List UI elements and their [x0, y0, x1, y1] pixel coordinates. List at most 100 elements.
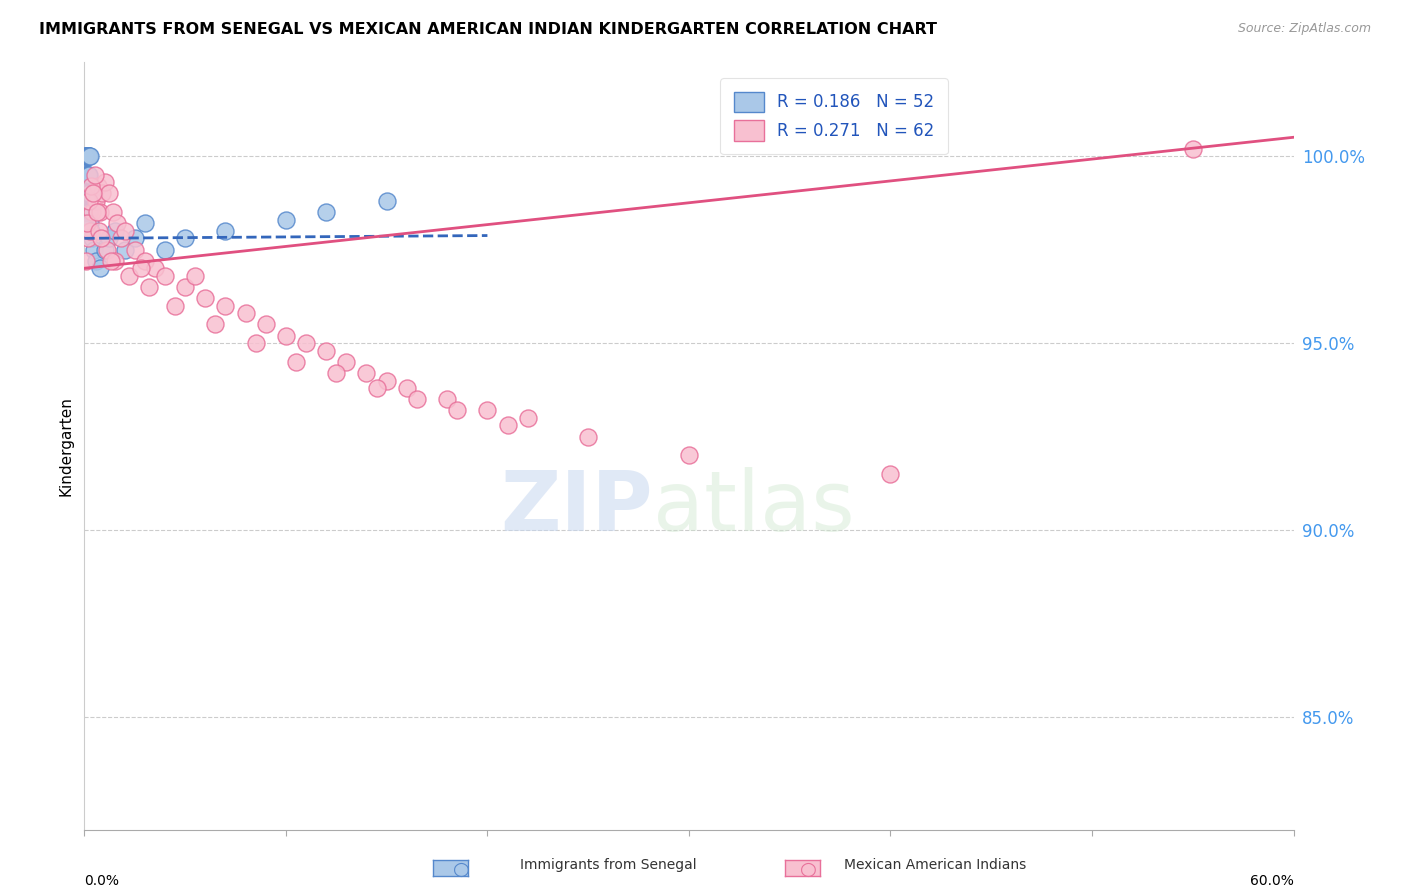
Point [80, 224, 103, 238]
Point [76, 205, 98, 219]
Point [153, 268, 176, 283]
Point [96, 243, 118, 257]
Point [77, 168, 100, 182]
Point [134, 253, 156, 268]
Point [79, 168, 101, 182]
Point [79, 149, 101, 163]
Point [76, 149, 98, 163]
Text: 60.0%: 60.0% [1250, 874, 1294, 888]
Point [76, 216, 98, 230]
Text: ○: ○ [800, 860, 817, 880]
Point [75, 149, 97, 163]
Point [214, 299, 236, 313]
Point [93, 243, 115, 257]
Point [82, 205, 104, 219]
Point [77, 186, 100, 201]
Point [87, 178, 110, 193]
Point [174, 280, 197, 294]
Point [90, 231, 112, 245]
Point [75, 186, 97, 201]
Point [76, 168, 98, 182]
Point [83, 243, 105, 257]
Point [274, 328, 297, 343]
Point [75, 149, 97, 163]
Point [214, 224, 236, 238]
Point [77, 168, 100, 182]
Point [82, 231, 104, 245]
Point [76, 149, 98, 163]
Point [678, 448, 700, 462]
Point [114, 224, 136, 238]
Point [245, 336, 267, 351]
Text: Immigrants from Senegal: Immigrants from Senegal [520, 858, 697, 872]
Point [93, 175, 115, 189]
Legend: R = 0.186   N = 52, R = 0.271   N = 62: R = 0.186 N = 52, R = 0.271 N = 62 [720, 78, 948, 154]
Point [77, 205, 100, 219]
Point [86, 205, 108, 219]
Point [75, 186, 97, 201]
Point [76, 186, 98, 201]
Point [395, 381, 418, 395]
Point [315, 205, 337, 219]
Point [75, 186, 97, 201]
Point [375, 374, 398, 388]
Text: Source: ZipAtlas.com: Source: ZipAtlas.com [1237, 22, 1371, 36]
Point [576, 430, 599, 444]
Text: ZIP: ZIP [501, 467, 652, 548]
Point [77, 231, 100, 245]
Point [356, 366, 378, 380]
Point [86, 194, 108, 208]
Point [184, 268, 207, 283]
Point [75, 168, 97, 182]
Point [174, 231, 197, 245]
Point [100, 253, 122, 268]
Point [75, 205, 97, 219]
Text: Mexican American Indians: Mexican American Indians [844, 858, 1026, 872]
Point [83, 186, 105, 201]
Point [79, 194, 101, 208]
Point [77, 205, 100, 219]
Point [436, 392, 458, 407]
Point [77, 149, 100, 163]
Point [79, 216, 101, 230]
Point [104, 224, 127, 238]
Point [75, 168, 97, 182]
Point [79, 224, 101, 238]
Point [143, 261, 166, 276]
Point [84, 168, 107, 182]
Point [89, 224, 111, 238]
Point [129, 261, 152, 276]
Point [134, 216, 156, 230]
Point [75, 205, 97, 219]
Point [285, 355, 308, 369]
Point [496, 418, 519, 433]
Point [235, 306, 257, 320]
Point [124, 243, 146, 257]
Point [110, 231, 132, 245]
Point [101, 205, 124, 219]
Point [325, 366, 347, 380]
Point [274, 212, 297, 227]
Point [194, 291, 217, 305]
Point [879, 467, 901, 481]
Point [97, 231, 120, 245]
Point [335, 355, 357, 369]
Point [114, 243, 136, 257]
Point [77, 186, 100, 201]
Point [204, 318, 226, 332]
Point [165, 299, 187, 313]
Text: IMMIGRANTS FROM SENEGAL VS MEXICAN AMERICAN INDIAN KINDERGARTEN CORRELATION CHAR: IMMIGRANTS FROM SENEGAL VS MEXICAN AMERI… [39, 22, 938, 37]
Point [86, 253, 108, 268]
Point [375, 194, 398, 208]
Point [75, 205, 97, 219]
Point [82, 186, 104, 201]
Point [477, 403, 499, 417]
Point [89, 261, 111, 276]
Point [75, 168, 97, 182]
Point [77, 149, 100, 163]
Point [295, 336, 318, 351]
Point [76, 205, 98, 219]
Point [80, 178, 103, 193]
Point [91, 186, 114, 201]
Point [153, 243, 176, 257]
